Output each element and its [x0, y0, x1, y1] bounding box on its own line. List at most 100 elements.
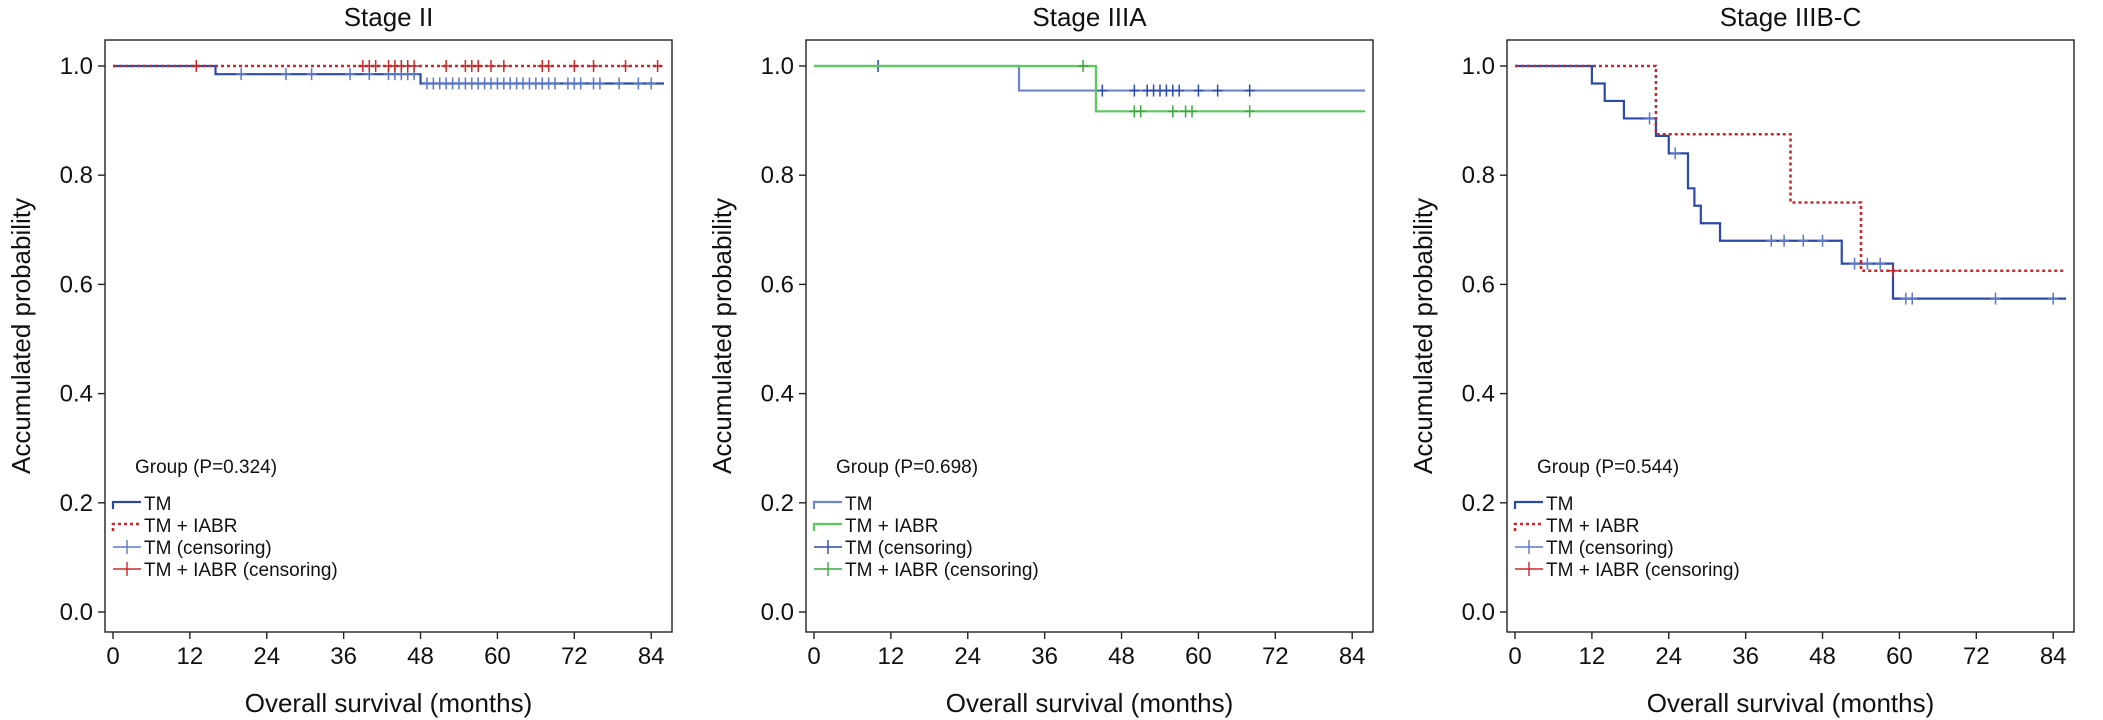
- censor-mark: [1779, 234, 1790, 247]
- censor-mark: [614, 77, 625, 90]
- legend-item: TM + IABR (censoring): [113, 560, 338, 581]
- censor-mark: [550, 77, 561, 90]
- y-tick-label: 0.0: [761, 599, 794, 626]
- series-line-tm: [814, 64, 1365, 92]
- legend-item: TM (censoring): [1515, 538, 1674, 559]
- km-chart-svg: Stage IIIB-C 0.0 0.2 0.4 0.6 0.8 1.0 0 12 24 36 48 6…: [1408, 2, 2075, 718]
- y-tick-label: 0.2: [60, 490, 93, 517]
- y-tick-label: 0.8: [761, 162, 794, 189]
- censor-mark: [306, 68, 317, 81]
- censor-mark: [473, 60, 484, 72]
- censor-mark: [1135, 105, 1146, 118]
- y-tick-label: 0.8: [60, 162, 93, 189]
- svg-text:TM + IABR: TM + IABR: [1546, 516, 1639, 537]
- x-axis-label: Overall survival (months): [1647, 688, 1935, 718]
- y-axis-label: Accumulated probability: [707, 198, 737, 474]
- x-tick-label: 24: [253, 643, 280, 670]
- svg-text:TM: TM: [845, 494, 872, 515]
- svg-text:TM (censoring): TM (censoring): [1546, 538, 1674, 559]
- censor-mark: [441, 60, 452, 72]
- km-chart-svg: Stage IIIA 0.0 0.2 0.4 0.6 0.8 1.0 0 12 24 36 48 60 7…: [707, 2, 1374, 718]
- svg-text:TM (censoring): TM (censoring): [144, 538, 272, 559]
- svg-text:TM: TM: [144, 494, 171, 515]
- km-chart-svg: Stage II 0.0 0.2 0.4 0.6 0.8 1.0 0 12 24 36 48 60 72 8…: [6, 2, 673, 718]
- series-line-tm-iabr: [1515, 64, 2066, 273]
- y-tick-label: 0.6: [761, 271, 794, 298]
- x-tick-label: 48: [1809, 643, 1836, 670]
- x-tick-label: 24: [1655, 643, 1682, 670]
- censor-mark: [280, 68, 291, 81]
- legend-item: TM: [1513, 494, 1573, 515]
- censor-mark: [569, 60, 580, 72]
- censor-mark: [1798, 234, 1809, 247]
- censor-mark: [191, 60, 202, 72]
- y-tick-label: 0.4: [761, 381, 794, 408]
- svg-text:TM + IABR: TM + IABR: [144, 516, 237, 537]
- x-tick-label: 60: [484, 643, 511, 670]
- x-tick-label: 36: [1732, 643, 1759, 670]
- censor-mark: [1990, 292, 2001, 305]
- censor-mark: [594, 77, 605, 90]
- censor-mark: [1817, 234, 1828, 247]
- plot-frame: [1506, 39, 2075, 633]
- censor-mark: [236, 68, 247, 81]
- legend-item: TM + IABR: [111, 516, 237, 537]
- km-panel-stage-ii: Stage II 0.0 0.2 0.4 0.6 0.8 1.0 0 12 24 36 48 60 72 8…: [0, 0, 701, 720]
- legend-item: TM + IABR: [812, 516, 938, 537]
- panel-title: Stage IIIB-C: [1720, 2, 1862, 32]
- x-axis-label: Overall survival (months): [245, 688, 533, 718]
- censor-mark: [1129, 84, 1140, 97]
- censor-mark: [1174, 84, 1185, 97]
- legend-title: Group (P=0.544): [1537, 457, 1679, 478]
- y-tick-label: 0.6: [1462, 271, 1495, 298]
- censor-mark: [1193, 84, 1204, 97]
- censor-mark: [646, 77, 657, 90]
- censor-mark: [620, 60, 631, 72]
- censor-mark: [1244, 105, 1255, 118]
- censor-mark: [1167, 105, 1178, 118]
- svg-text:TM (censoring): TM (censoring): [845, 538, 973, 559]
- censor-mark: [1097, 84, 1108, 97]
- censor-mark: [409, 60, 420, 72]
- legend-item: TM (censoring): [113, 538, 272, 559]
- x-tick-label: 48: [407, 643, 434, 670]
- km-panel-stage-iiib-c: Stage IIIB-C 0.0 0.2 0.4 0.6 0.8 1.0 0 12 24 36 48 6…: [1402, 0, 2103, 720]
- x-tick-label: 12: [177, 643, 204, 670]
- x-tick-label: 36: [1031, 643, 1058, 670]
- svg-text:TM: TM: [1546, 494, 1573, 515]
- legend-item: TM (censoring): [814, 538, 973, 559]
- legend-item: TM + IABR (censoring): [814, 560, 1039, 581]
- x-tick-label: 0: [106, 643, 119, 670]
- x-tick-label: 60: [1185, 643, 1212, 670]
- y-axis-label: Accumulated probability: [6, 198, 36, 474]
- x-axis-label: Overall survival (months): [946, 688, 1234, 718]
- legend-title: Group (P=0.698): [836, 457, 978, 478]
- x-tick-label: 0: [807, 643, 820, 670]
- y-axis-label: Accumulated probability: [1408, 198, 1438, 474]
- legend-item: TM + IABR: [1513, 516, 1639, 537]
- x-tick-label: 84: [638, 643, 665, 670]
- x-tick-label: 84: [1339, 643, 1366, 670]
- legend-title: Group (P=0.324): [135, 457, 277, 478]
- svg-text:TM + IABR (censoring): TM + IABR (censoring): [144, 560, 338, 581]
- x-tick-label: 72: [1262, 643, 1289, 670]
- censor-mark: [1862, 257, 1873, 270]
- y-tick-label: 1.0: [60, 53, 93, 80]
- y-tick-label: 0.4: [1462, 381, 1495, 408]
- censor-mark: [1187, 105, 1198, 118]
- panel-title: Stage II: [344, 2, 434, 32]
- censor-mark: [1212, 84, 1223, 97]
- y-tick-label: 0.6: [60, 271, 93, 298]
- y-tick-label: 0.2: [1462, 490, 1495, 517]
- y-tick-label: 0.4: [60, 381, 93, 408]
- x-tick-label: 12: [878, 643, 905, 670]
- x-tick-label: 12: [1579, 643, 1606, 670]
- censor-mark: [2048, 292, 2059, 305]
- svg-text:TM + IABR (censoring): TM + IABR (censoring): [1546, 560, 1740, 581]
- svg-text:TM + IABR: TM + IABR: [845, 516, 938, 537]
- y-tick-label: 0.0: [1462, 599, 1495, 626]
- censor-mark: [1907, 292, 1918, 305]
- km-panel-stage-iiia: Stage IIIA 0.0 0.2 0.4 0.6 0.8 1.0 0 12 24 36 48 60 7…: [701, 0, 1402, 720]
- censor-mark: [652, 60, 663, 72]
- censor-mark: [1766, 234, 1777, 247]
